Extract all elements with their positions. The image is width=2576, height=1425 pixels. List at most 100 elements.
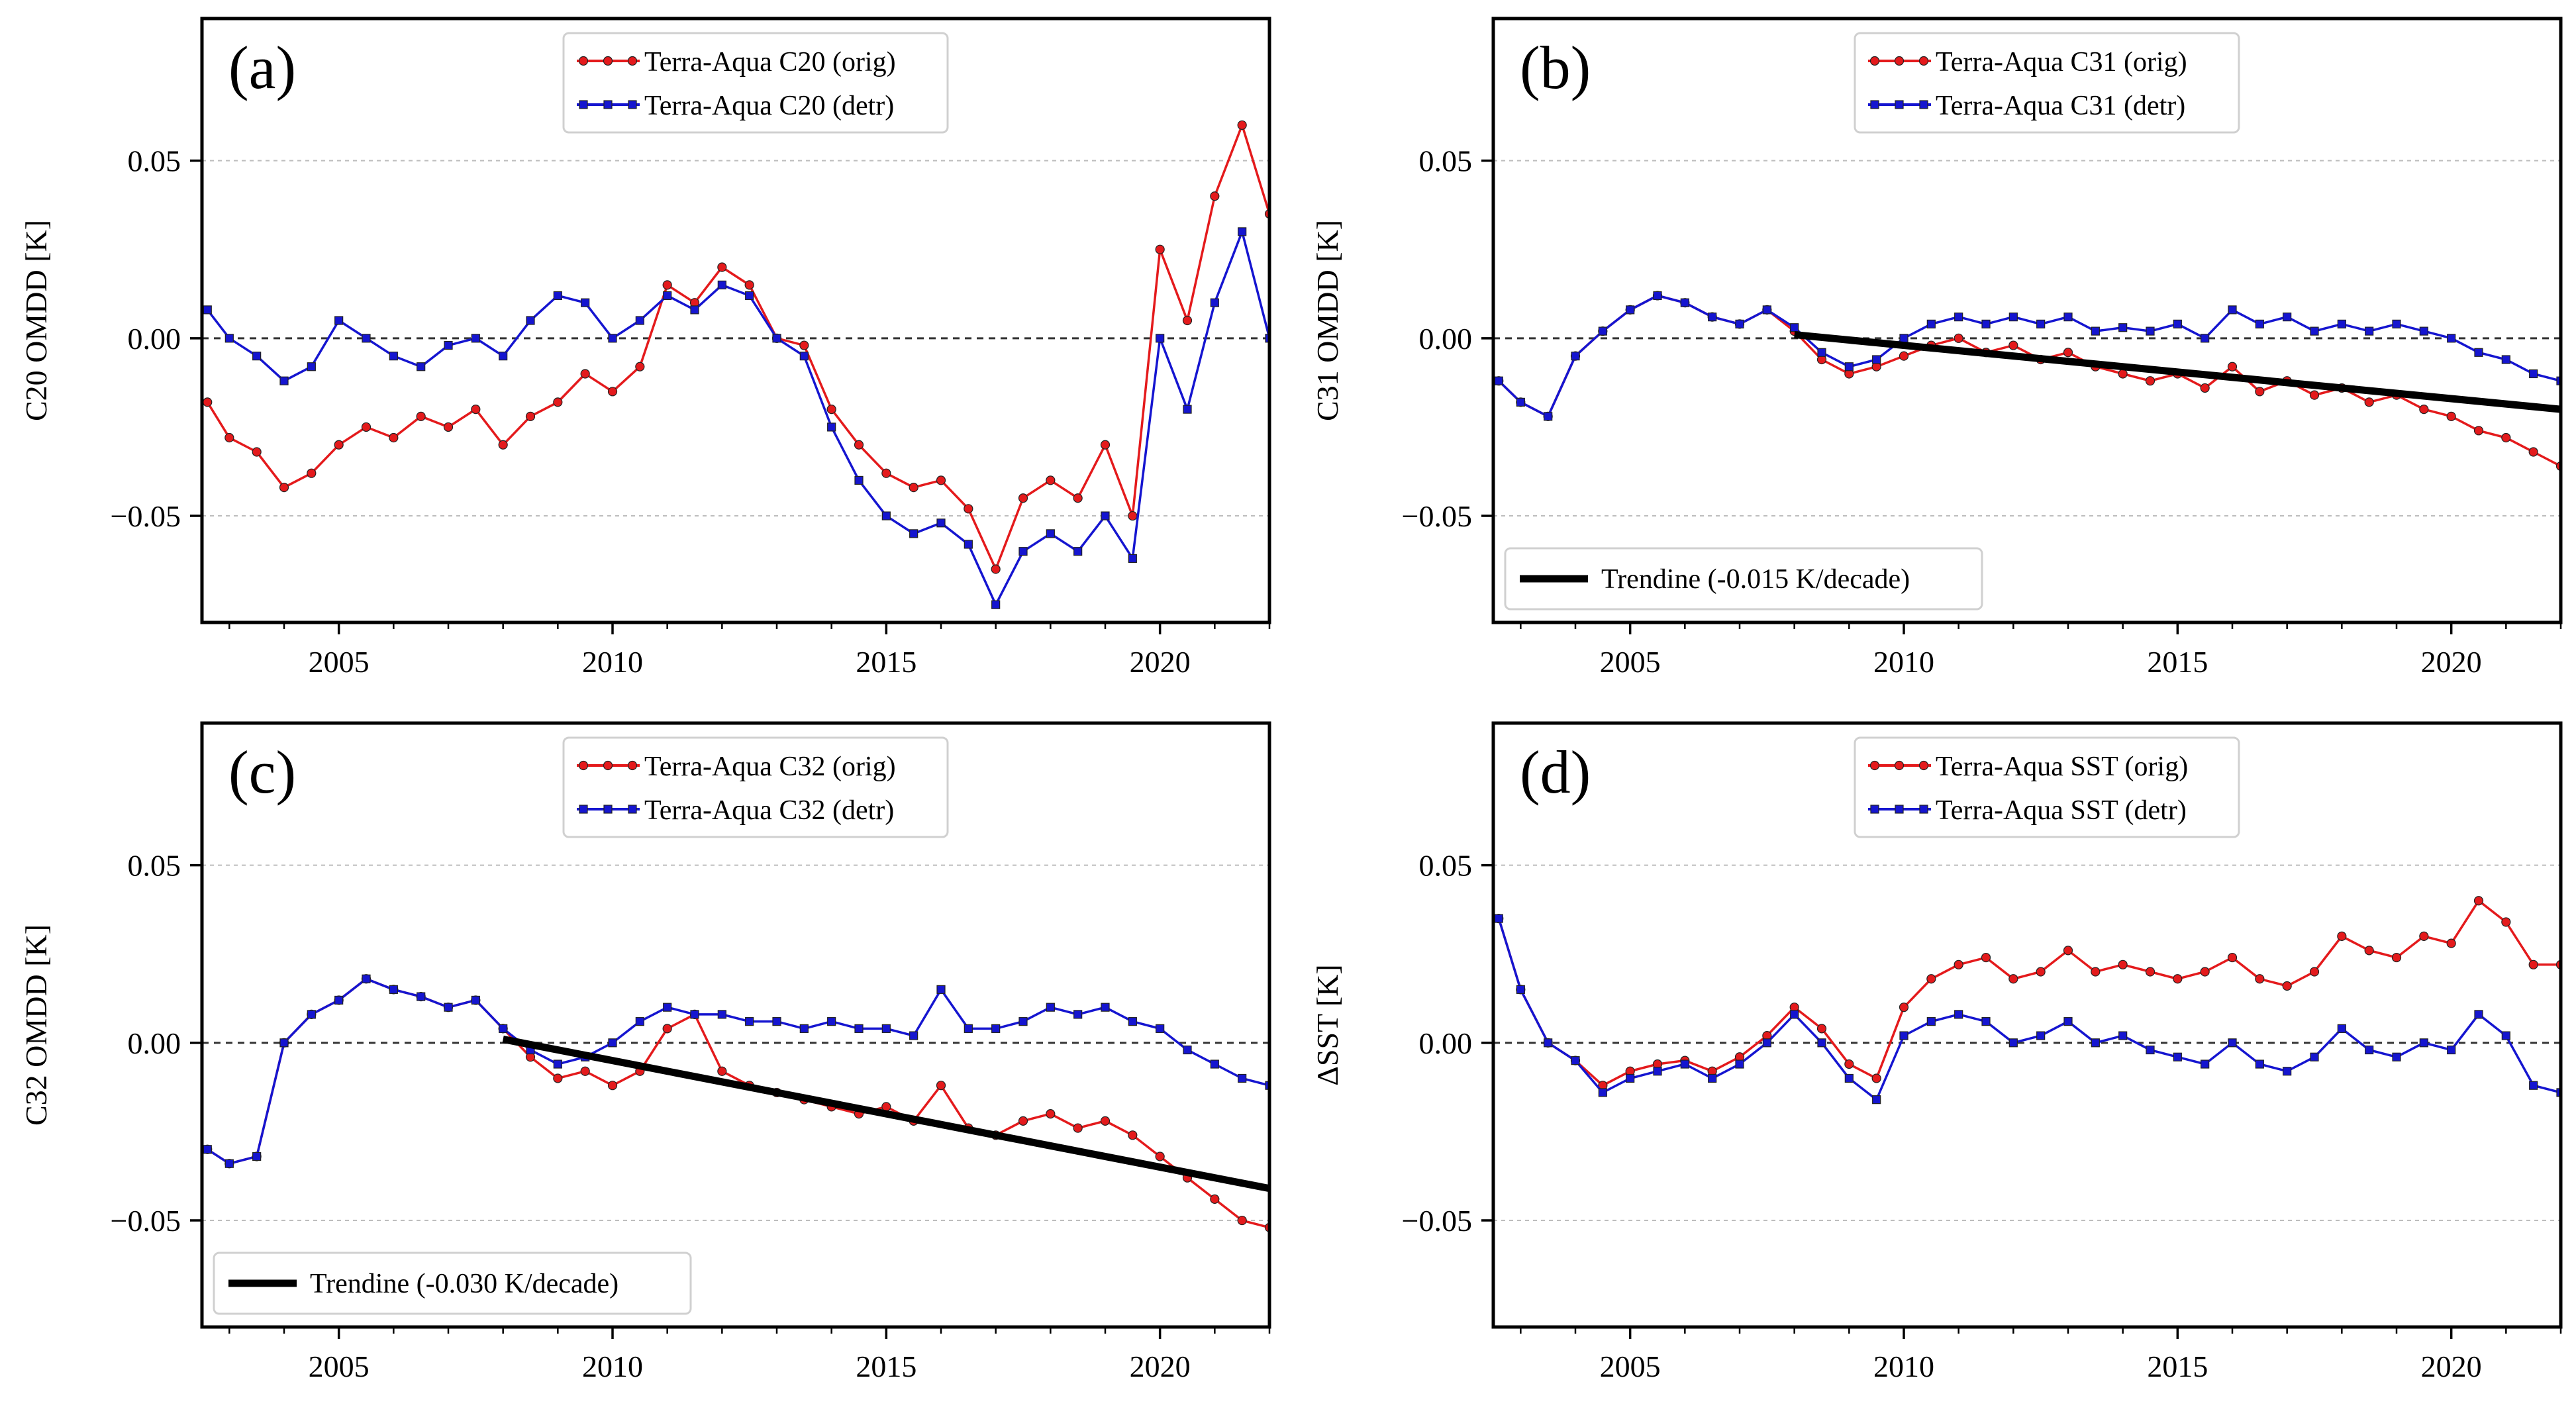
legend: Terra-Aqua C32 (orig) Terra-Aqua C32 (det…	[562, 736, 949, 838]
data-point	[2227, 362, 2238, 371]
trend-line	[1794, 330, 2561, 413]
data-point	[635, 362, 645, 371]
data-point	[203, 1145, 212, 1154]
data-point	[2501, 355, 2510, 364]
data-point	[1128, 554, 1137, 564]
y-tick-label: 0.05	[128, 144, 181, 178]
data-point	[1844, 1073, 1854, 1083]
series-line-detr	[206, 228, 1269, 608]
data-point	[1981, 952, 1991, 963]
data-point	[1046, 1109, 1056, 1119]
data-point	[471, 334, 480, 343]
data-point	[2200, 967, 2210, 977]
data-point	[1790, 1010, 1799, 1019]
data-point	[608, 1038, 617, 1048]
data-point	[1571, 352, 1580, 361]
data-point	[553, 291, 562, 301]
data-point	[443, 422, 454, 432]
data-point	[2063, 348, 2073, 358]
data-point	[580, 1066, 590, 1076]
data-point	[1899, 1031, 1908, 1040]
series-line-detr	[207, 977, 1269, 1165]
data-point	[1494, 914, 1503, 923]
data-point	[662, 280, 672, 290]
data-point	[1844, 362, 1854, 371]
axes-frame	[200, 721, 1271, 1329]
data-point	[444, 1003, 453, 1012]
data-point	[1237, 120, 1247, 130]
data-point	[2145, 967, 2155, 977]
x-tick-label: 2005	[309, 645, 370, 679]
data-point	[252, 352, 262, 361]
legend-marker	[1918, 760, 1929, 771]
data-point	[252, 447, 262, 457]
data-point	[1871, 1073, 1881, 1083]
data-point	[2255, 974, 2265, 984]
data-point	[1073, 493, 1083, 503]
data-point	[2365, 1045, 2374, 1055]
legend-marker	[627, 760, 638, 771]
data-point	[1046, 1003, 1055, 1012]
legend-label: Terra-Aqua SST (orig)	[1936, 752, 2188, 782]
data-point	[1516, 985, 1525, 994]
data-point	[203, 397, 213, 407]
data-point	[799, 352, 809, 361]
data-point	[2008, 340, 2018, 350]
data-point	[717, 1010, 726, 1019]
data-point	[1653, 1067, 1662, 1076]
data-point	[1954, 313, 1963, 322]
data-point	[2447, 1045, 2456, 1055]
x-tick-label: 2020	[1130, 645, 1191, 679]
x-tick-label: 2010	[582, 645, 643, 679]
data-point	[2008, 974, 2018, 984]
legend-label: Terra-Aqua C31 (detr)	[1936, 91, 2185, 121]
y-tick-label: 0.05	[1419, 849, 1473, 883]
y-tick-label: 0.00	[128, 322, 181, 356]
x-tick-label: 2020	[2421, 645, 2482, 679]
data-point	[635, 316, 644, 325]
data-point	[2364, 397, 2374, 407]
legend-marker	[1869, 760, 1880, 771]
legend-box	[562, 736, 949, 838]
y-tick-label: 0.05	[1419, 144, 1473, 178]
data-point	[1816, 1024, 1827, 1034]
data-point	[1680, 1059, 1689, 1069]
data-point	[745, 291, 754, 301]
data-point	[772, 334, 781, 343]
data-point	[2173, 974, 2183, 984]
data-point	[252, 1152, 262, 1161]
data-point	[2337, 931, 2347, 941]
data-point	[2008, 313, 2018, 322]
panel-label: (d)	[1520, 738, 1591, 806]
data-point	[991, 564, 1001, 574]
data-point	[1899, 334, 1908, 343]
data-point	[744, 280, 754, 290]
x-tick-label: 2010	[1873, 645, 1934, 679]
data-point	[1680, 298, 1689, 307]
legend: Terra-Aqua C31 (orig) Terra-Aqua C31 (det…	[1854, 32, 2240, 134]
x-tick-label: 2010	[582, 1350, 643, 1383]
trend-legend-box	[213, 1252, 692, 1315]
data-point	[663, 291, 672, 301]
data-point	[1073, 1010, 1083, 1019]
data-point	[389, 432, 399, 443]
data-point	[1237, 1215, 1247, 1226]
data-point	[362, 334, 371, 343]
data-point	[1073, 1123, 1083, 1133]
legend-marker	[1919, 805, 1928, 814]
data-point	[1926, 1017, 1936, 1026]
data-point	[279, 1038, 289, 1048]
legend-marker	[1894, 760, 1905, 771]
x-tick-label: 2015	[2147, 1350, 2208, 1383]
data-point	[1210, 1059, 1219, 1069]
y-tick-label: 0.00	[128, 1026, 181, 1060]
data-point	[1872, 355, 1881, 364]
x-tick-label: 2015	[2147, 645, 2208, 679]
data-point	[2501, 917, 2511, 927]
data-point	[1708, 1073, 1717, 1083]
data-point	[2446, 411, 2456, 421]
data-point	[1899, 351, 1909, 361]
data-point	[2310, 326, 2319, 336]
data-point	[1817, 1038, 1826, 1048]
data-point	[1100, 440, 1111, 450]
